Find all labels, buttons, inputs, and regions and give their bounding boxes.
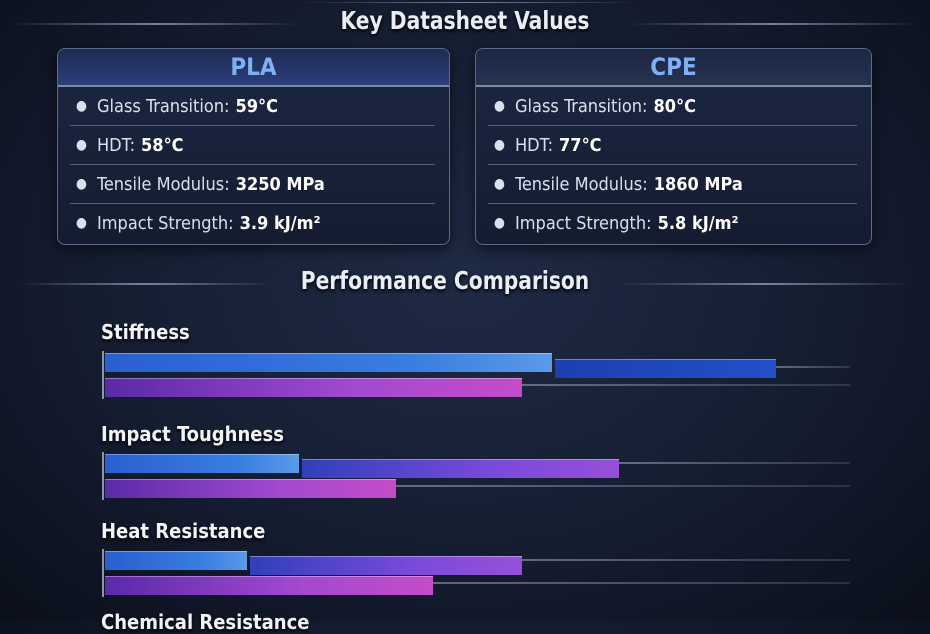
category-label: Heat Resistance xyxy=(101,519,266,543)
bar-segment-primary xyxy=(105,551,247,570)
property-value: 58°C xyxy=(141,134,184,156)
bar-comparison xyxy=(105,479,396,498)
property-row: ● HDT: 77°C xyxy=(488,126,857,165)
property-value: 3250 MPa xyxy=(235,173,325,195)
property-label: Tensile Modulus: xyxy=(515,173,648,195)
property-row: ● Impact Strength: 3.9 kJ/m² xyxy=(76,212,321,234)
divider xyxy=(628,23,918,25)
bar-segment-primary xyxy=(105,454,299,473)
chart-title: Performance Comparison xyxy=(300,266,590,295)
bar-baseline xyxy=(102,452,104,500)
bar-track xyxy=(522,559,850,561)
category-label: Impact Toughness xyxy=(101,422,284,446)
property-value: 3.9 kJ/m² xyxy=(239,212,321,234)
property-value: 5.8 kJ/m² xyxy=(657,212,739,234)
bar-comparison xyxy=(105,576,433,595)
divider xyxy=(300,2,640,3)
card-title: CPE xyxy=(476,49,871,87)
category-label: Chemical Resistance xyxy=(101,610,310,634)
card-title: PLA xyxy=(58,49,449,87)
property-value: 77°C xyxy=(559,134,602,156)
bar-segment-secondary xyxy=(249,556,523,575)
property-value: 59°C xyxy=(235,95,279,117)
material-card-pla: PLA ● Glass Transition: 59°C ● HDT: 58°C ● Te… xyxy=(57,48,450,245)
property-row: ● Tensile Modulus: 3250 MPa xyxy=(70,165,435,204)
bar-comparison xyxy=(105,378,523,397)
bar-track xyxy=(619,462,850,464)
property-label: Impact Strength: xyxy=(515,212,652,234)
bar-segment-secondary xyxy=(301,459,620,478)
property-row: ● Tensile Modulus: 1860 MPa xyxy=(488,165,857,204)
property-row: ● Impact Strength: 5.8 kJ/m² xyxy=(494,212,739,234)
divider xyxy=(620,283,910,285)
property-row: ● HDT: 58°C xyxy=(70,126,435,165)
bar-baseline xyxy=(102,549,104,597)
property-row: ● Glass Transition: 80°C xyxy=(488,87,857,126)
property-label: Tensile Modulus: xyxy=(97,173,230,195)
divider xyxy=(10,23,300,25)
bar-baseline xyxy=(102,351,104,399)
property-label: Impact Strength: xyxy=(97,212,234,234)
property-value: 80°C xyxy=(653,95,697,117)
bar-segment-primary xyxy=(105,353,552,372)
property-label: HDT: xyxy=(515,134,554,156)
property-row: ● Glass Transition: 59°C xyxy=(70,87,435,126)
datasheet-title: Key Datasheet Values xyxy=(340,6,590,35)
property-label: Glass Transition: xyxy=(97,95,230,117)
property-label: Glass Transition: xyxy=(515,95,648,117)
bar-track xyxy=(395,485,850,487)
bar-track xyxy=(432,582,850,584)
material-card-cpe: CPE ● Glass Transition: 80°C ● HDT: 77°C ● Te… xyxy=(475,48,872,245)
category-label: Stiffness xyxy=(101,320,190,344)
bar-track xyxy=(522,384,850,386)
property-value: 1860 MPa xyxy=(653,173,743,195)
property-label: HDT: xyxy=(97,134,136,156)
divider xyxy=(20,283,270,285)
bar-track xyxy=(775,366,850,368)
bar-segment-secondary xyxy=(555,359,776,378)
